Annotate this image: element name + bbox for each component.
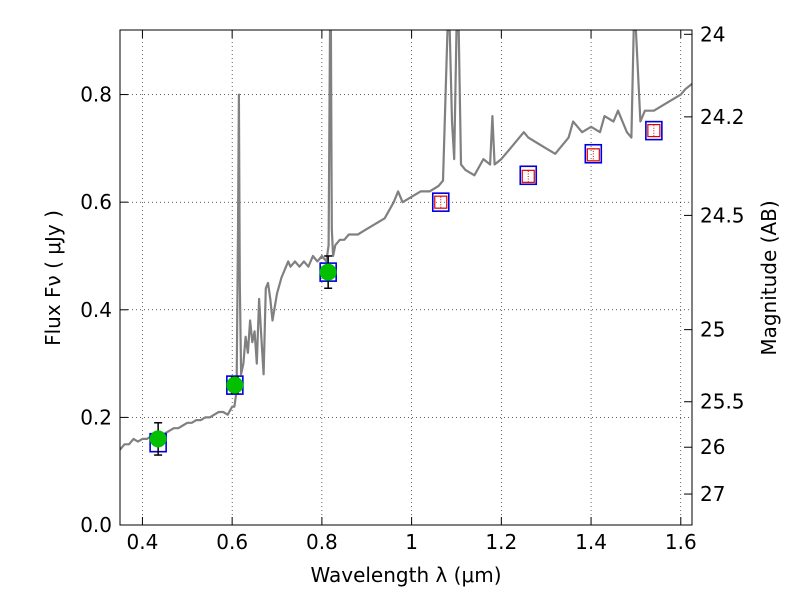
model-band-marker (519, 165, 538, 186)
y-tick-label: 0.0 (80, 513, 112, 537)
observed-flux-point (319, 263, 337, 281)
x-tick-label: 0.6 (216, 530, 248, 554)
observed-flux-point (226, 376, 244, 394)
model-band-marker (645, 120, 663, 141)
model-band-marker (431, 192, 450, 212)
axis-ticks: 0.4 0.6 0.8 1 1.2 1.4 1.6 0.0 0.2 0.4 0.6 0.8 24 24.2… (80, 22, 744, 554)
plot-frame (119, 29, 693, 526)
mag-tick-label: 26 (700, 435, 725, 459)
spectrum-layer (120, 30, 692, 451)
model-spectrum-line (120, 30, 692, 451)
marker-layer (149, 120, 663, 456)
y-tick-label: 0.6 (80, 190, 112, 214)
x-tick-label: 1.4 (575, 530, 607, 554)
predicted-flux-marker (647, 124, 661, 138)
mag-tick-label: 25 (700, 318, 725, 342)
mag-tick-label: 25.5 (700, 390, 745, 414)
x-tick-label: 0.4 (127, 530, 159, 554)
predicted-flux-marker (521, 169, 535, 183)
predicted-flux-marker (586, 148, 600, 162)
y-tick-label: 0.4 (80, 298, 112, 322)
predicted-flux-marker (434, 195, 448, 209)
mag-tick-label: 27 (700, 482, 725, 506)
y-axis-label: Flux Fν ( μJy ) (41, 210, 65, 346)
observed-flux-point (149, 430, 167, 448)
mag-tick-label: 24.2 (700, 105, 745, 129)
x-tick-label: 1 (405, 530, 418, 554)
x-tick-label: 1.6 (665, 530, 697, 554)
mag-tick-label: 24.5 (700, 203, 745, 227)
mag-tick-label: 24 (700, 22, 725, 46)
y2-axis-label: Magnitude (AB) (757, 200, 781, 355)
y-tick-label: 0.2 (80, 405, 112, 429)
y-tick-label: 0.8 (80, 83, 112, 107)
x-tick-label: 0.8 (306, 530, 338, 554)
x-tick-label: 1.2 (485, 530, 517, 554)
x-axis-label: Wavelength λ (μm) (310, 563, 501, 587)
model-band-marker (584, 143, 603, 164)
